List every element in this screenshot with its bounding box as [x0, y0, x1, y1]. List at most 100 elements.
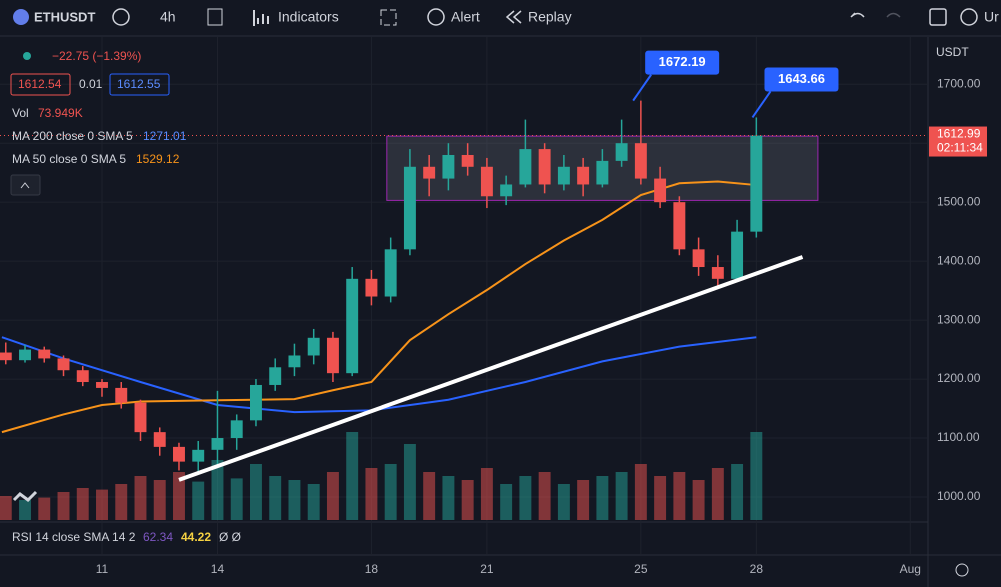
volume-bar — [673, 472, 686, 520]
volume-bar — [519, 476, 532, 520]
currency[interactable]: USDT — [936, 45, 969, 59]
x-tick-label: 28 — [750, 562, 764, 576]
callout-pointer — [632, 74, 652, 102]
volume-bar — [249, 464, 262, 520]
collapse-icon — [20, 182, 30, 189]
candle-body — [307, 337, 320, 356]
candle-body — [692, 249, 705, 268]
candle-body — [596, 160, 609, 185]
fullscreen[interactable] — [929, 8, 947, 26]
volume-bar — [461, 480, 474, 520]
volume-bar — [654, 476, 667, 520]
candle-body — [711, 267, 724, 279]
volume-bar — [577, 480, 590, 520]
ma50-value: 1529.12 — [136, 152, 180, 166]
settings[interactable] — [955, 563, 969, 577]
candle-body — [249, 384, 262, 421]
alert-icon — [427, 8, 445, 26]
save-icon — [960, 8, 978, 26]
volume-bar — [750, 432, 763, 520]
candle-body — [19, 349, 31, 361]
callout-box — [645, 50, 720, 75]
indicators-button[interactable]: Indicators — [278, 9, 339, 25]
plot: 1672.19 1643.66 — [0, 37, 928, 555]
eth-icon — [13, 9, 29, 25]
undo[interactable] — [850, 12, 865, 18]
layouts[interactable] — [380, 9, 397, 26]
bid-box[interactable] — [10, 73, 71, 96]
add-symbol[interactable] — [112, 8, 130, 26]
volume-bar — [96, 489, 108, 520]
volume-bar — [442, 476, 455, 520]
y-tick-label: 1100.00 — [937, 430, 980, 444]
chart-type[interactable] — [207, 8, 223, 26]
collapse[interactable] — [10, 174, 41, 196]
volume-bar — [711, 468, 724, 520]
volume-bar — [346, 432, 359, 520]
candle-body — [57, 358, 70, 371]
candle-body — [673, 202, 686, 250]
volume-bar — [596, 476, 609, 520]
candle-body — [538, 149, 551, 185]
candle-body — [38, 349, 51, 359]
alert-button[interactable]: Alert — [451, 9, 480, 25]
candle-body — [76, 370, 89, 383]
volume-bar — [692, 480, 705, 520]
interval[interactable]: 4h — [160, 9, 176, 25]
legend: −22.75 (−1.39%) 1612.54 0.01 1612.55 Vol… — [10, 49, 241, 544]
volume-bar — [57, 492, 70, 520]
ask-box[interactable] — [109, 73, 170, 96]
last-price-tag — [929, 126, 987, 157]
bid: 1612.54 — [18, 77, 62, 91]
callout-pointer — [751, 90, 772, 119]
y-tick-label: 1500.00 — [937, 194, 981, 208]
y-tick-label: 1700.00 — [937, 76, 981, 90]
replay-button[interactable]: Replay — [528, 9, 572, 25]
x-tick-label: 25 — [634, 562, 648, 576]
symbol[interactable]: ETHUSDT — [34, 9, 95, 24]
volume-bar — [173, 472, 185, 520]
x-tick-label: 21 — [480, 562, 494, 576]
redo[interactable] — [886, 12, 901, 18]
volume-bar — [365, 468, 378, 520]
candle-body — [461, 154, 474, 167]
candle-body — [731, 231, 744, 279]
candle-body — [153, 432, 166, 447]
callout-box — [764, 67, 839, 92]
candle-body — [230, 420, 243, 439]
candle-body — [326, 337, 339, 374]
volume-bar — [634, 464, 647, 520]
save-button[interactable]: Ur — [984, 9, 999, 25]
candle-body — [442, 154, 455, 179]
volume-bar — [480, 468, 493, 520]
volume-bar — [134, 476, 147, 520]
ma-line — [1, 180, 757, 434]
x-tick-label: 14 — [211, 562, 225, 576]
x-tick-label: 11 — [96, 562, 109, 576]
candle-body — [500, 184, 513, 197]
y-tick-label: 1200.00 — [937, 371, 981, 385]
candle-body — [134, 402, 147, 433]
indicators-icon — [253, 10, 269, 26]
x-tick-label: Aug — [900, 562, 921, 576]
volume-bar — [423, 472, 436, 520]
y-tick-label: 1000.00 — [937, 489, 981, 503]
tv-logo — [12, 490, 38, 502]
volume-bar — [0, 496, 12, 520]
candle-body — [654, 178, 667, 203]
candle-body — [269, 367, 282, 385]
callout-label: 1672.19 — [659, 54, 706, 69]
vol-value: 73.949K — [38, 106, 83, 120]
volume-bar — [192, 481, 205, 520]
volume-bar — [557, 484, 570, 520]
y-tick-label: 1300.00 — [937, 312, 981, 326]
ma200-value: 1271.01 — [143, 129, 187, 143]
volume-bar — [38, 497, 51, 520]
candle-body — [288, 355, 301, 368]
rsi-name: RSI 14 close SMA 14 2 — [12, 530, 136, 544]
candle-body — [173, 446, 185, 462]
last-price: 1612.99 — [937, 127, 981, 141]
volume-bar — [19, 500, 31, 520]
replay-icon — [505, 10, 522, 24]
